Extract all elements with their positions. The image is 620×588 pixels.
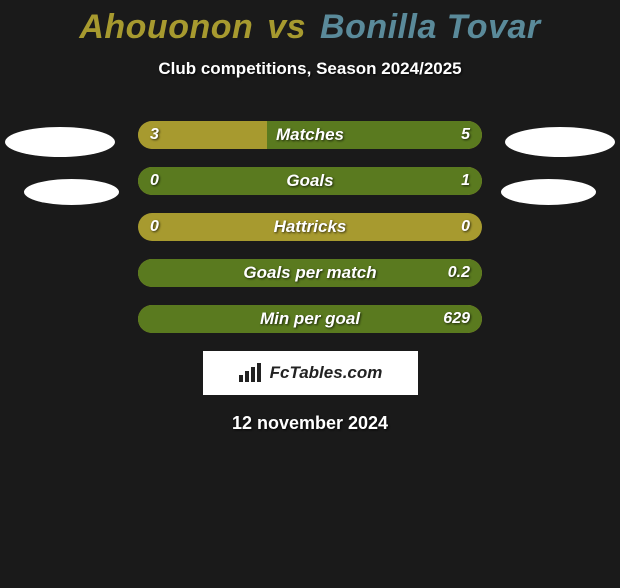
stat-label: Goals per match	[138, 259, 482, 287]
stat-bar-row: 629Min per goal	[138, 305, 482, 333]
subtitle: Club competitions, Season 2024/2025	[0, 59, 620, 79]
logo-text: FcTables.com	[270, 363, 383, 383]
stat-bar-row: 35Matches	[138, 121, 482, 149]
player-left-shape-small	[24, 179, 119, 205]
comparison-infographic: Ahouonon vs Bonilla Tovar Club competiti…	[0, 8, 620, 588]
bar-chart-icon	[238, 363, 264, 383]
stat-bars: 35Matches 01Goals 00Hattricks 0.2Goals per …	[138, 121, 482, 333]
page-title: Ahouonon vs Bonilla Tovar	[0, 8, 620, 47]
stat-label: Goals	[138, 167, 482, 195]
stat-bar-row: 0.2Goals per match	[138, 259, 482, 287]
player-left-shape-large	[5, 127, 115, 157]
logo-box: FcTables.com	[203, 351, 418, 395]
player-right-shape-large	[505, 127, 615, 157]
title-vs: vs	[267, 8, 306, 46]
stat-label: Hattricks	[138, 213, 482, 241]
stat-label: Min per goal	[138, 305, 482, 333]
generated-date: 12 november 2024	[0, 413, 620, 434]
stat-bar-row: 00Hattricks	[138, 213, 482, 241]
stat-bar-row: 01Goals	[138, 167, 482, 195]
title-player-right: Bonilla Tovar	[320, 8, 541, 46]
player-right-shape-small	[501, 179, 596, 205]
title-player-left: Ahouonon	[79, 8, 253, 46]
chart-area: 35Matches 01Goals 00Hattricks 0.2Goals per …	[0, 121, 620, 333]
stat-label: Matches	[138, 121, 482, 149]
